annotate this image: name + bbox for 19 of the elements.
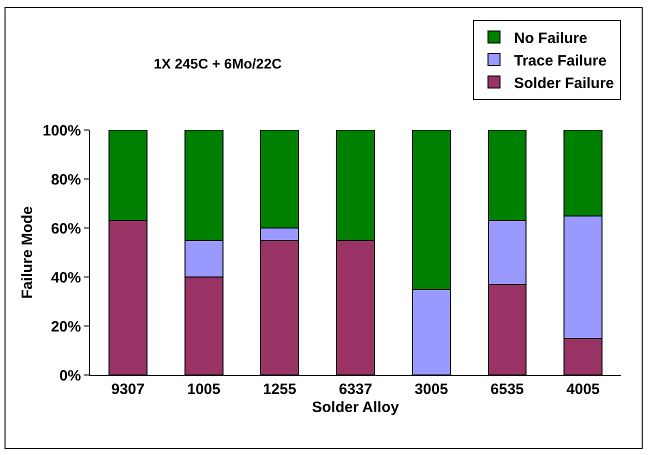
y-tick-label: 100% bbox=[42, 122, 81, 140]
legend-label: No Failure bbox=[514, 30, 588, 47]
x-tick-label: 9307 bbox=[111, 381, 145, 398]
chart-title: 1X 245C + 6Mo/22C bbox=[154, 56, 282, 72]
y-tick-label: 80% bbox=[50, 171, 81, 188]
x-tick-label: 1255 bbox=[262, 381, 296, 398]
x-tick-label: 3005 bbox=[414, 381, 448, 398]
y-tick-label: 20% bbox=[50, 318, 81, 336]
x-tick-label: 1005 bbox=[187, 381, 220, 398]
x-tick-label: 4005 bbox=[566, 381, 600, 398]
legend-label: Trace Failure bbox=[514, 52, 607, 70]
y-tick-label: 0% bbox=[59, 367, 81, 384]
x-tick-label: 6535 bbox=[490, 381, 524, 398]
y-axis-title: Failure Mode bbox=[18, 206, 36, 299]
x-axis-title: Solder Alloy bbox=[312, 399, 400, 416]
x-tick-label: 6337 bbox=[338, 381, 372, 398]
legend-label: Solder Failure bbox=[514, 74, 614, 92]
y-tick-label: 60% bbox=[50, 220, 81, 238]
y-tick-label: 40% bbox=[50, 269, 81, 286]
